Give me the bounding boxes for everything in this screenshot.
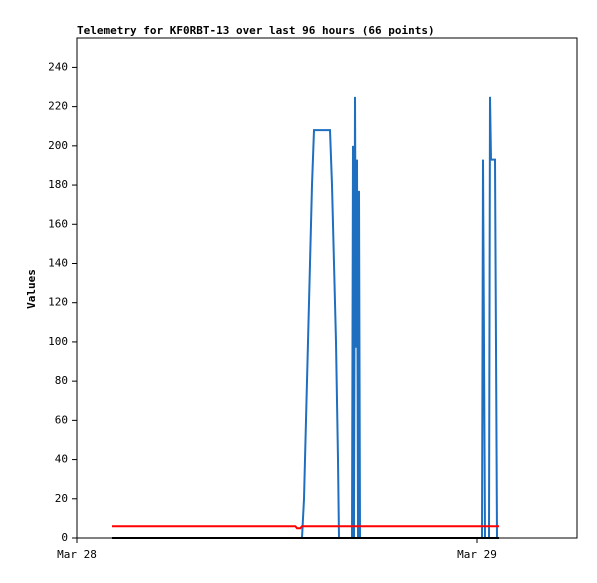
y-tick-label: 220 [48, 100, 68, 113]
y-tick-label: 200 [48, 139, 68, 152]
chart-title: Telemetry for KF0RBT-13 over last 96 hou… [77, 24, 435, 37]
y-tick-label: 80 [55, 374, 68, 387]
y-tick-label: 100 [48, 335, 68, 348]
y-tick-label: 60 [55, 413, 68, 426]
y-tick-label: 20 [55, 492, 68, 505]
series-line [112, 525, 499, 530]
y-tick-label: 120 [48, 296, 68, 309]
plot-frame [76, 37, 578, 539]
y-tick-label: 40 [55, 453, 68, 466]
y-tick-label: 160 [48, 217, 68, 230]
y-tick-label: 0 [61, 531, 68, 544]
y-tick-label: 240 [48, 60, 68, 73]
y-axis-label: Values [25, 269, 38, 309]
x-tick-label: Mar 28 [57, 548, 97, 561]
x-tick-label: Mar 29 [457, 548, 497, 561]
y-tick-label: 180 [48, 178, 68, 191]
series-line [112, 96, 499, 539]
y-tick-label: 140 [48, 256, 68, 269]
